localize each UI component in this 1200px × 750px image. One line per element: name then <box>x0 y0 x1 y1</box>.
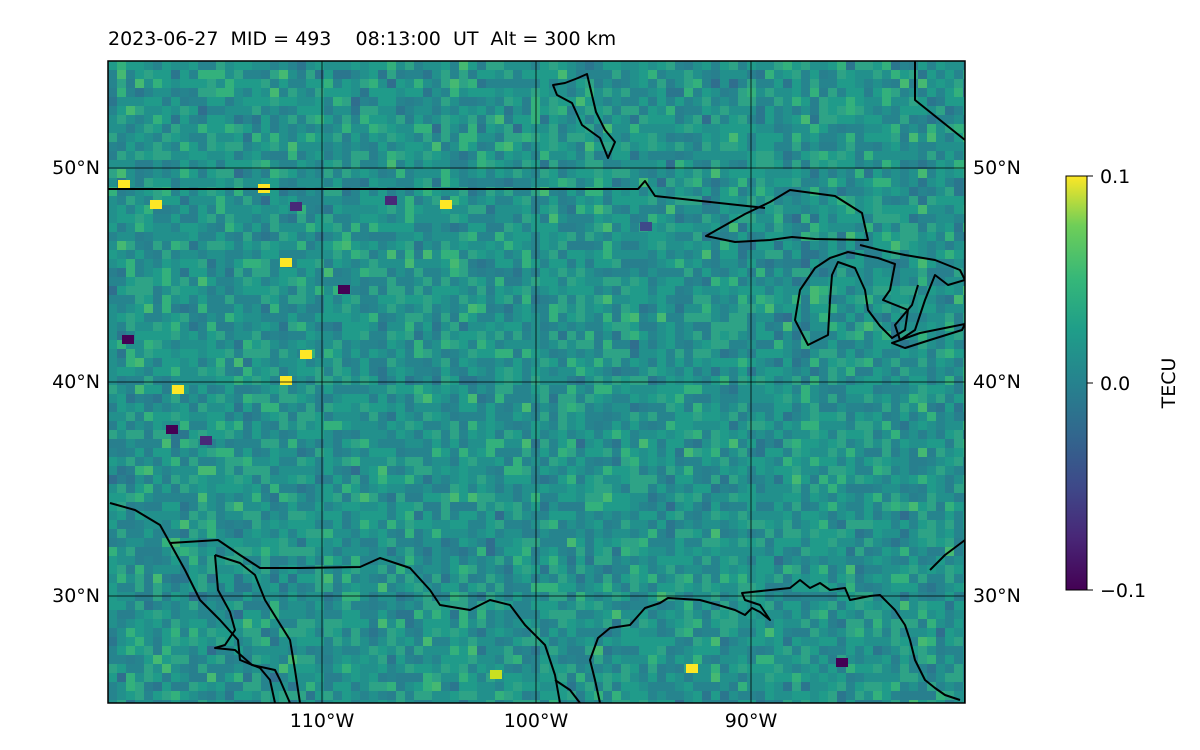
graticule <box>108 61 965 703</box>
coastlines <box>108 61 965 703</box>
lon-label-90w: 90°W <box>725 710 778 732</box>
gulf-of-california <box>214 554 291 703</box>
lat-label-40-left: 40°N <box>52 371 100 393</box>
lake-superior <box>705 189 869 243</box>
colorbar-tick-zero: 0.0 <box>1100 373 1130 395</box>
colorbar-tick-min: −0.1 <box>1100 580 1146 602</box>
texas-coast <box>589 579 961 703</box>
lon-label-100w: 100°W <box>504 710 569 732</box>
lat-labels-right: 50°N 40°N 30°N <box>973 157 1021 607</box>
lat-label-30-right: 30°N <box>973 585 1021 607</box>
baja-inner <box>214 554 301 703</box>
map-frame <box>107 60 966 704</box>
map-panel <box>108 61 965 703</box>
lat-label-50-right: 50°N <box>973 157 1021 179</box>
baja-california <box>169 542 276 703</box>
mexico-east-coast <box>554 679 581 703</box>
colorbar-gradient <box>1065 175 1088 591</box>
us-canada-border <box>108 180 766 209</box>
lake-erie <box>891 323 965 349</box>
lake-huron <box>859 244 965 341</box>
colorbar-tick-max: 0.1 <box>1100 166 1130 188</box>
lat-label-50-left: 50°N <box>52 157 100 179</box>
florida-coast <box>929 539 965 703</box>
tec-texture <box>108 61 965 703</box>
map-title: 2023-06-27 MID = 493 08:13:00 UT Alt = 3… <box>108 28 617 50</box>
hudson-bay-coast <box>552 73 616 159</box>
colorbar-label: TECU <box>1158 358 1180 410</box>
lat-label-40-right: 40°N <box>973 371 1021 393</box>
lon-labels: 110°W 100°W 90°W <box>290 710 778 732</box>
gulf-coast <box>109 502 561 703</box>
lake-michigan <box>794 251 909 346</box>
canada-east-coast <box>914 61 965 141</box>
lat-label-30-left: 30°N <box>52 585 100 607</box>
lon-label-110w: 110°W <box>290 710 355 732</box>
lat-labels-left: 50°N 40°N 30°N <box>52 157 100 607</box>
colorbar: 0.1 0.0 −0.1 TECU <box>1065 166 1180 602</box>
